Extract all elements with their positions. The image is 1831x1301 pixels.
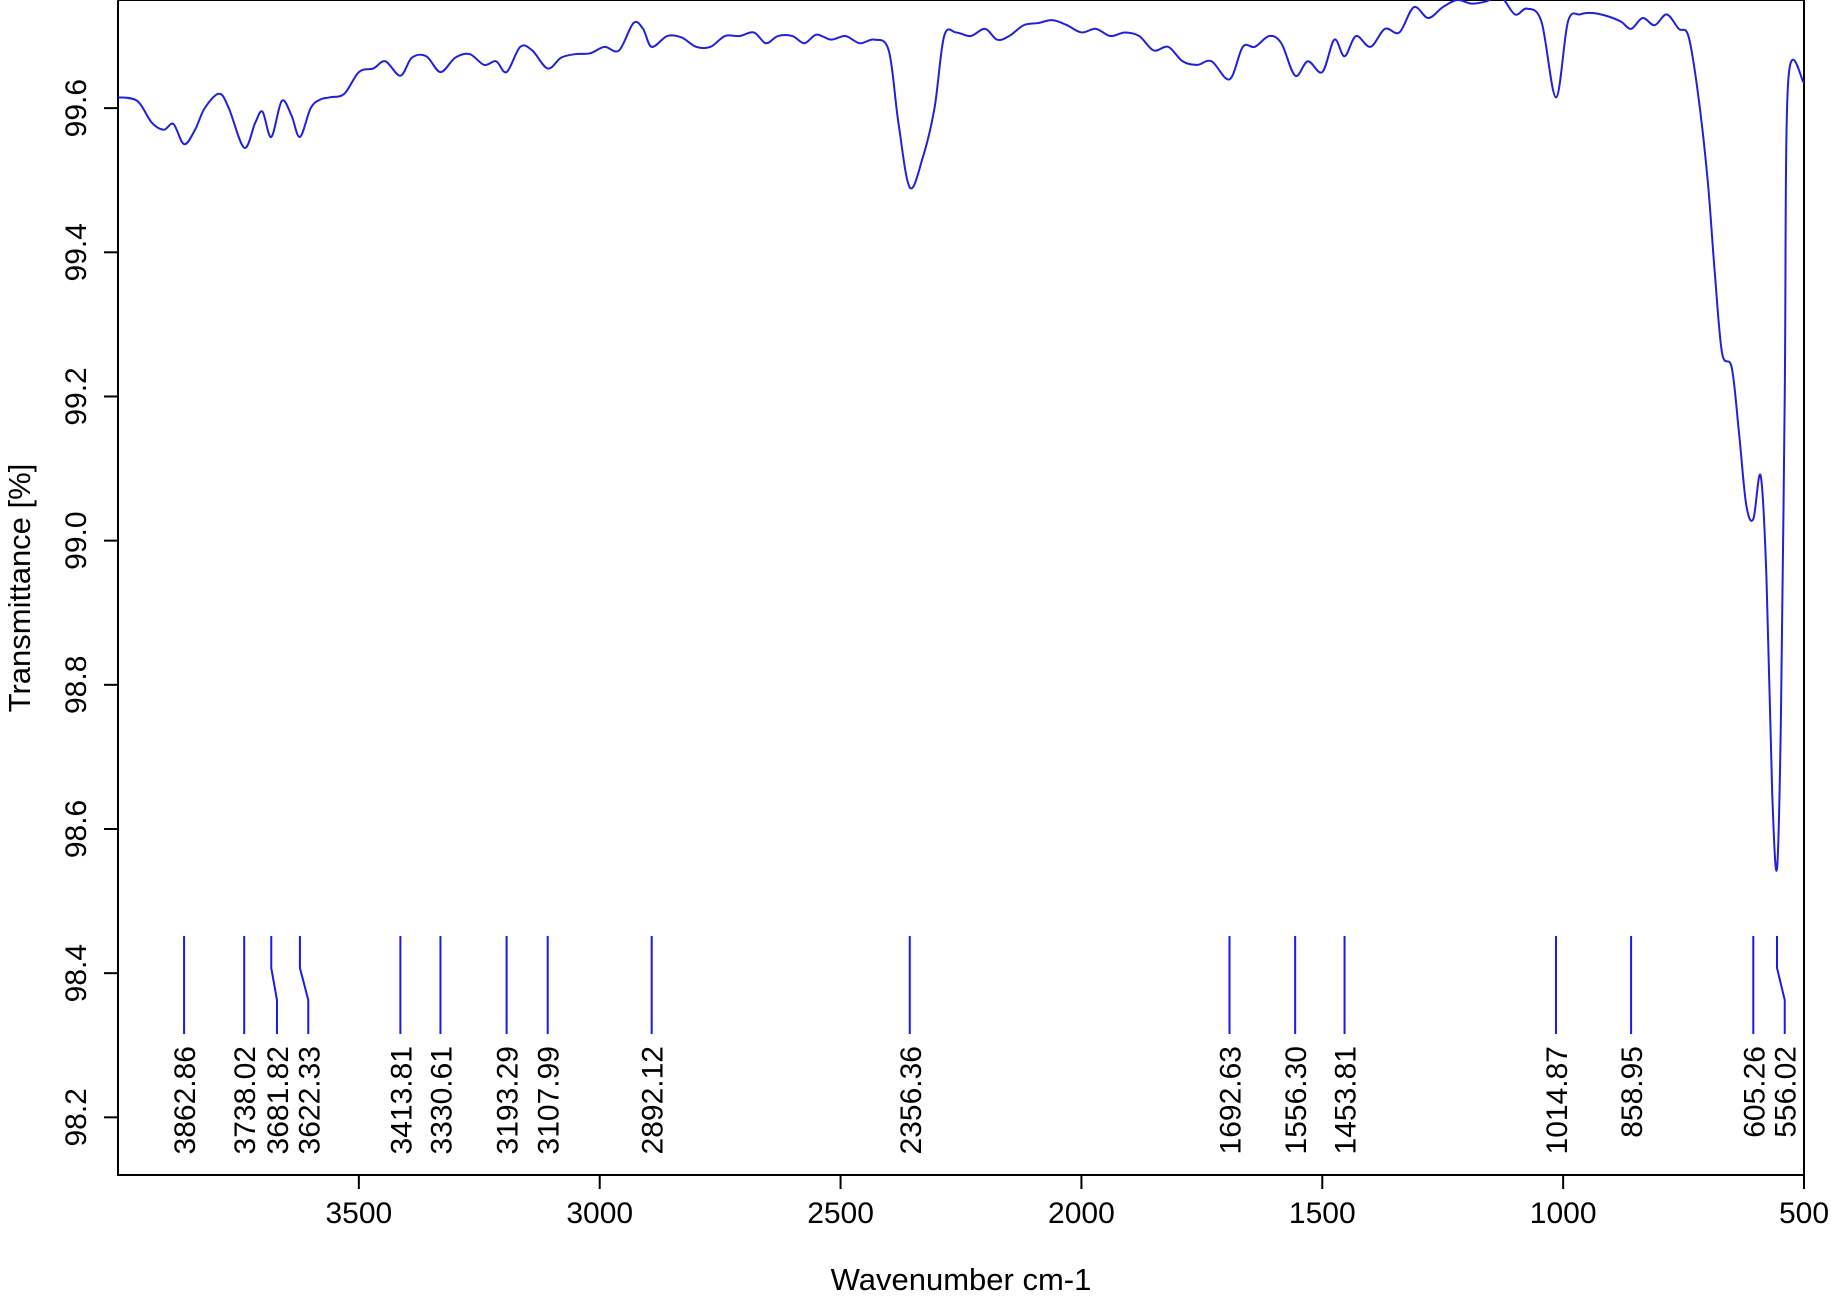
y-tick-label: 98.4 — [60, 944, 93, 1002]
peak-label: 605.26 — [1738, 1046, 1771, 1138]
peak-label: 2356.36 — [895, 1046, 928, 1154]
y-axis-title: Transmittance [%] — [2, 464, 37, 713]
peak-label: 2892.12 — [637, 1046, 670, 1154]
x-tick-label: 3500 — [325, 1197, 392, 1230]
y-tick-label: 99.0 — [60, 511, 93, 569]
peak-label: 556.02 — [1770, 1046, 1803, 1138]
peak-label: 1453.81 — [1330, 1046, 1363, 1154]
y-tick-label: 98.6 — [60, 800, 93, 858]
y-tick-label: 99.6 — [60, 79, 93, 137]
peak-marker-line — [298, 936, 310, 1034]
y-axis: 98.2 98.4 98.6 98.8 99.0 99.2 99.4 99.6 — [60, 79, 118, 1147]
y-tick-label: 99.2 — [60, 367, 93, 425]
plot-frame — [117, 0, 1805, 1176]
peak-marker-line — [270, 936, 278, 1034]
x-tick-label: 2000 — [1048, 1197, 1115, 1230]
peak-label: 1014.87 — [1541, 1046, 1574, 1154]
peak-label: 3738.02 — [229, 1046, 262, 1154]
x-tick-label: 3000 — [566, 1197, 633, 1230]
spectrum-series-line — [117, 0, 1805, 872]
x-tick-label: 500 — [1779, 1197, 1829, 1230]
y-tick-label: 99.4 — [60, 223, 93, 281]
peak-label: 858.95 — [1616, 1046, 1649, 1138]
peak-label: 3622.33 — [293, 1046, 326, 1154]
peak-label: 1556.30 — [1280, 1046, 1313, 1154]
y-tick-label: 98.8 — [60, 656, 93, 714]
peak-label: 3193.29 — [492, 1046, 525, 1154]
peak-label: 3413.81 — [385, 1046, 418, 1154]
x-axis: 3500 3000 2500 2000 1500 1000 500 — [325, 1175, 1829, 1230]
peak-label: 1692.63 — [1214, 1046, 1247, 1154]
peak-label: 3862.86 — [169, 1046, 202, 1154]
y-tick-label: 98.2 — [60, 1088, 93, 1146]
peak-marker-line — [1776, 936, 1786, 1034]
peak-label: 3681.82 — [262, 1046, 295, 1154]
x-tick-label: 1500 — [1289, 1197, 1356, 1230]
peak-label: 3330.61 — [425, 1046, 458, 1154]
x-tick-label: 2500 — [807, 1197, 874, 1230]
x-tick-label: 1000 — [1530, 1197, 1597, 1230]
x-axis-title: Wavenumber cm-1 — [831, 1262, 1092, 1297]
peak-label: 3107.99 — [533, 1046, 566, 1154]
